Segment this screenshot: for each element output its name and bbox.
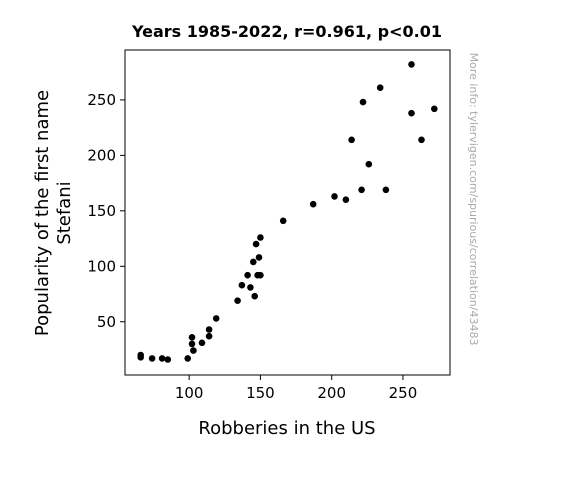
data-point: [342, 196, 350, 203]
y-axis-label-line-2: Stefani: [54, 181, 75, 244]
data-point: [251, 292, 258, 300]
data-point: [250, 258, 257, 266]
y-tick-label: 50: [97, 313, 116, 331]
points-layer: [137, 61, 438, 363]
y-axis-ticks: 50 100 150 200 250: [87, 91, 125, 331]
data-point: [184, 355, 191, 362]
source-note-text: More info: tylervigen.com/spurious/corre…: [467, 53, 480, 346]
y-tick-label: 250: [87, 91, 116, 109]
data-point: [257, 234, 264, 241]
data-point: [279, 217, 287, 225]
data-point: [359, 98, 367, 106]
data-point: [247, 284, 254, 291]
data-point: [190, 347, 197, 354]
x-tick-label: 200: [317, 384, 346, 402]
data-point: [382, 186, 390, 194]
data-point: [137, 354, 144, 361]
data-point: [431, 105, 438, 113]
data-point: [331, 193, 338, 200]
data-point: [188, 340, 196, 348]
y-tick-label: 100: [87, 257, 116, 275]
plot-area-frame: [124, 49, 451, 376]
data-point: [158, 355, 166, 362]
data-point: [418, 136, 425, 144]
source-note: More info: tylervigen.com/spurious/corre…: [467, 53, 480, 346]
data-point: [205, 326, 213, 333]
x-axis-label: Robberies in the US: [198, 418, 375, 439]
data-point: [188, 334, 196, 341]
data-point: [244, 271, 251, 279]
data-point: [376, 84, 384, 91]
data-point: [257, 271, 264, 279]
data-point: [238, 281, 246, 289]
data-point: [164, 356, 172, 363]
x-tick-label: 150: [246, 384, 275, 402]
data-point: [408, 109, 415, 117]
data-point: [212, 315, 220, 322]
y-axis-label: Popularity of the first name Stefani: [32, 90, 75, 336]
data-point: [198, 339, 206, 347]
data-point: [205, 332, 213, 340]
data-point: [252, 240, 260, 248]
x-tick-label: 100: [175, 384, 204, 402]
data-point: [365, 160, 373, 168]
data-point: [408, 61, 415, 68]
data-point: [255, 254, 263, 261]
y-axis-label-line-1: Popularity of the first name: [32, 90, 53, 336]
y-tick-label: 200: [87, 146, 116, 164]
data-point: [348, 136, 355, 144]
y-tick-label: 150: [87, 202, 116, 220]
x-axis-ticks: 100 150 200 250: [175, 375, 417, 402]
data-point: [358, 186, 365, 194]
data-point: [309, 200, 317, 208]
data-point: [234, 297, 241, 305]
x-tick-label: 250: [389, 384, 418, 402]
data-point: [148, 355, 156, 362]
chart-title: Years 1985-2022, r=0.961, p<0.01: [131, 22, 442, 41]
